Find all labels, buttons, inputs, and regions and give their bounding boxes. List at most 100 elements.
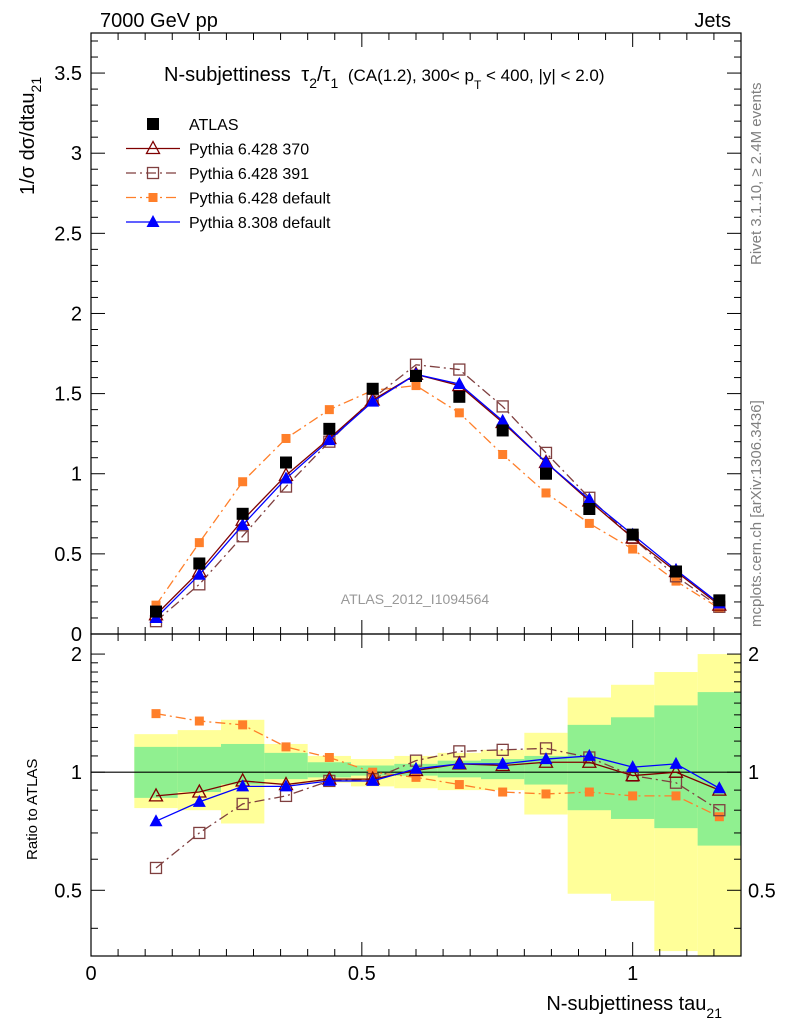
legend: ATLAS Pythia 6.428 370 Pythia 6.428 391 Pyt… [126, 117, 331, 232]
ratio-point-s3-7 [452, 756, 466, 769]
title-tau1-symbol: τ [323, 64, 331, 86]
ratio-ytick-label-right-1: 1 [748, 762, 759, 784]
main-point-s3-3 [281, 433, 291, 443]
main-point-s0-6 [410, 369, 422, 382]
legend-label-4: Pythia 8.308 default [189, 215, 331, 232]
main-ytick-label-3: 1.5 [54, 384, 82, 406]
band-inner-bin-3 [264, 752, 308, 780]
title-selection-text: (CA(1.2), 300< p [348, 66, 474, 85]
ratio-point-s3-2 [236, 779, 250, 792]
main-ytick-label-5: 2.5 [54, 223, 82, 245]
legend-marker-0 [147, 118, 159, 130]
header-right-label: Jets [694, 10, 731, 32]
ratio-point-s0-12 [668, 763, 684, 778]
ratio-point-s2-8 [498, 787, 508, 797]
main-series-line-1 [155, 373, 720, 616]
main-ytick-label-2: 1 [71, 464, 82, 486]
main-series-layer [148, 358, 727, 628]
main-ylabel-sub: 21 [28, 77, 44, 93]
band-inner-bin-4 [307, 762, 351, 778]
title-tau2-symbol: τ [301, 64, 309, 86]
ratio-point-s3-6 [409, 761, 423, 774]
ratio-point-s2-0 [151, 709, 161, 719]
legend-label-3: Pythia 6.428 default [189, 191, 331, 208]
ratio-ytick-label-left-0: 0.5 [54, 880, 82, 902]
ratio-point-s2-7 [454, 780, 464, 790]
ratio-point-s0-10 [581, 753, 597, 768]
band-inner-bin-2 [221, 743, 265, 785]
ratio-point-s3-12 [669, 756, 683, 769]
main-point-s0-13 [713, 594, 726, 607]
ratio-point-s1-1 [193, 826, 206, 840]
ratio-ytick-label-left-2: 2 [71, 644, 82, 666]
main-ylabel-text: 1/σ dσ/dtau [17, 92, 39, 195]
main-point-s4-8 [496, 413, 510, 426]
ratio-point-s2-4 [324, 752, 334, 762]
ratio-point-s2-11 [628, 791, 638, 801]
main-series-line-3 [155, 384, 720, 609]
x-tick-label-1: 0.5 [348, 963, 376, 985]
ratio-point-s3-0 [149, 814, 163, 827]
main-point-s4-3 [279, 471, 293, 484]
ratio-point-s0-11 [625, 767, 641, 782]
ratio-point-s3-1 [192, 794, 206, 807]
main-ytick-label-0: 0 [71, 624, 82, 646]
legend-label-1: Pythia 6.428 370 [189, 142, 309, 159]
ratio-ytick-label-left-1: 1 [71, 762, 82, 784]
ratio-series-line-2 [155, 712, 720, 818]
legend-marker-2 [146, 166, 160, 180]
ratio-series-3 [149, 748, 726, 827]
title-tau2-sub: 2 [309, 75, 317, 91]
ratio-point-s1-8 [496, 743, 509, 757]
ratio-point-s2-1 [194, 716, 204, 726]
main-point-s3-0 [151, 600, 161, 610]
ratio-series-line-3 [155, 755, 720, 822]
ratio-point-s3-10 [582, 748, 596, 761]
main-point-s4-7 [452, 376, 466, 389]
rivet-version-label: Rivet 3.1.10, ≥ 2.4M events [748, 83, 765, 266]
legend-marker-3 [148, 193, 158, 202]
main-point-s0-12 [670, 565, 682, 578]
main-point-s4-2 [236, 518, 250, 531]
main-point-s3-1 [194, 538, 204, 548]
ratio-point-s1-2 [236, 797, 249, 811]
ratio-point-s3-5 [366, 773, 380, 786]
ratio-point-s2-3 [281, 742, 291, 752]
ratio-point-s1-13 [713, 804, 726, 817]
main-point-s3-7 [454, 408, 464, 418]
ratio-point-s3-11 [626, 760, 640, 773]
main-ytick-label-4: 2 [71, 303, 82, 325]
main-point-s2-8 [496, 400, 509, 413]
ratio-point-s3-13 [712, 781, 726, 794]
main-point-s4-10 [582, 492, 596, 505]
main-point-s3-4 [324, 405, 334, 415]
main-point-s3-6 [411, 381, 421, 391]
ratio-point-s2-9 [541, 789, 551, 799]
ratio-point-s3-3 [279, 779, 293, 792]
x-tick-label-0: 0 [85, 963, 96, 985]
main-point-s0-1 [193, 557, 206, 570]
main-ylabel: 1/σ dσ/dtau21 [17, 77, 44, 195]
main-point-s0-9 [540, 467, 552, 480]
title-slash: / [317, 64, 323, 86]
uncertainty-bands [134, 654, 741, 956]
main-series-line-4 [155, 373, 720, 619]
main-point-s0-3 [280, 456, 292, 469]
main-point-s3-12 [671, 576, 681, 586]
main-title: N-subjettiness τ2/τ1 (CA(1.2), 300< pT <… [164, 64, 605, 93]
main-series-4 [149, 367, 726, 623]
legend-label-2: Pythia 6.428 391 [189, 166, 309, 183]
ratio-point-s1-3 [279, 789, 293, 803]
main-ytick-label-7: 3.5 [54, 63, 82, 85]
ratio-point-s3-8 [496, 756, 510, 769]
ratio-point-s3-9 [539, 752, 553, 765]
main-point-s4-5 [366, 394, 380, 407]
ratio-point-s2-10 [584, 787, 594, 797]
main-point-s4-4 [322, 433, 336, 446]
title-pt-sub: T [474, 78, 482, 92]
main-point-s3-2 [238, 477, 248, 487]
main-series-0 [150, 369, 726, 618]
title-selection-tail: < 400, |y| < 2.0) [481, 66, 604, 85]
